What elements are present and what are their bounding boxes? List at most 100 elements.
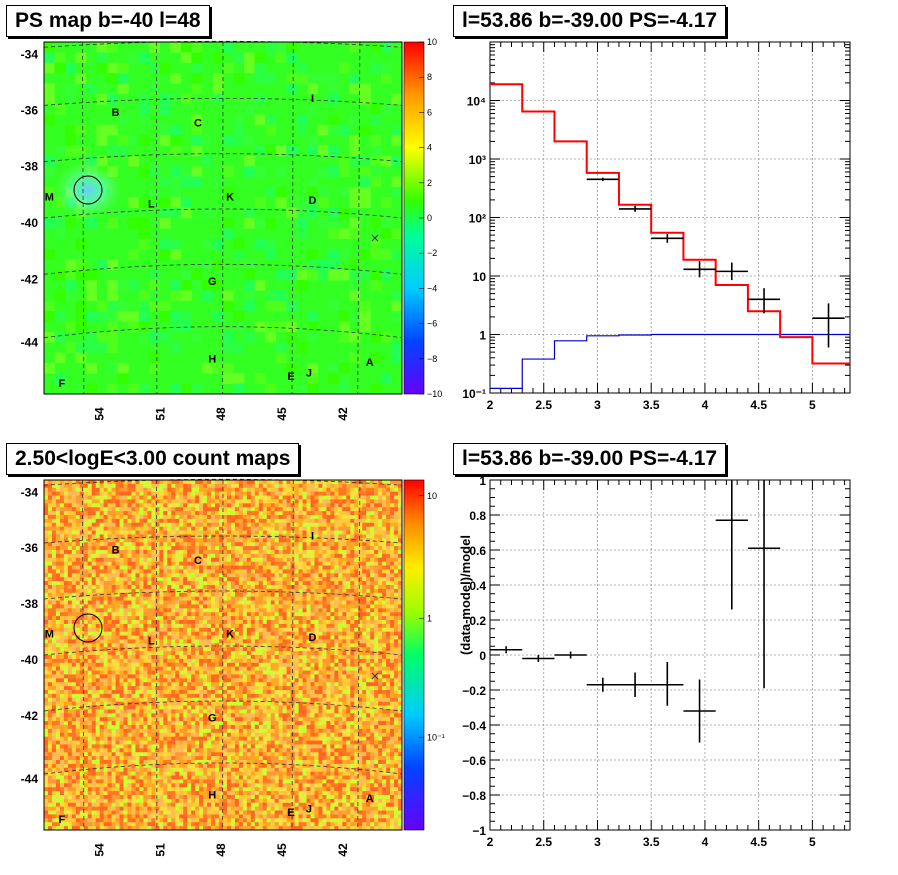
- source-label-J: J: [306, 367, 312, 379]
- residual-y-axis-label: (data-model)/model: [458, 535, 473, 655]
- map-x-tick-label: 54: [92, 843, 106, 857]
- coordinate-grid: [43, 478, 403, 831]
- colorbar-tick-label: 8: [427, 72, 432, 82]
- source-label-C: C: [194, 117, 202, 129]
- colorbar-tick-label: −6: [427, 319, 437, 329]
- map-y-tick-label: -44: [21, 336, 39, 350]
- residual-data-point: [618, 672, 652, 697]
- residual-grid: [489, 479, 850, 831]
- spectrum-y-tick-label: 10: [473, 270, 487, 284]
- map-y-tick-label: -34: [21, 485, 39, 499]
- residual-x-tick-label: 4.5: [750, 835, 767, 849]
- source-label-B: B: [112, 545, 120, 557]
- source-label-G: G: [208, 276, 217, 288]
- residual-x-tick-label: 4: [702, 835, 709, 849]
- spectrum-y-tick-label: 10³: [469, 153, 486, 167]
- residual-y-tick-label: 0.2: [469, 614, 486, 628]
- map-frame: [43, 41, 403, 395]
- source-label-I: I: [311, 93, 314, 105]
- colorbar: 10 8 6 4 2 0 −2 −4 −6 −8 −10: [403, 37, 442, 399]
- colorbar-tick-label: 4: [427, 143, 432, 153]
- residual-data-point: [715, 480, 748, 610]
- spectrum-grid: [489, 42, 850, 394]
- residual-y-tick-label: 0.8: [469, 509, 486, 523]
- residual-title: l=53.86 b=-39.00 PS=-4.17: [453, 443, 727, 475]
- spectrum-x-tick-label: 4.5: [750, 398, 767, 412]
- coordinate-grid: [43, 40, 403, 395]
- colorbar-tick-label: 10⁻¹: [427, 732, 445, 742]
- source-label-H: H: [208, 790, 216, 802]
- source-label-K: K: [226, 191, 234, 203]
- map-y-tick-label: -44: [21, 772, 39, 786]
- colorbar-tick-label: 6: [427, 107, 432, 117]
- spectrum-y-tick-label: 10²: [469, 212, 486, 226]
- residual-panel: 2 2.5 3 3.5 4 4.5 5 1 0.8 0.6 0.4 0.2 0 −0.2 −0.4 −0.6 −…: [458, 474, 851, 849]
- source-label-F: F: [59, 814, 66, 826]
- spectrum-y-tick-label: 10⁻¹: [462, 387, 486, 401]
- residual-data-point: [586, 677, 619, 692]
- residual-x-tick-label: 2: [487, 835, 494, 849]
- cross-marker: [371, 234, 379, 242]
- map-y-tick-label: -42: [21, 709, 39, 723]
- colorbar-tick-label: 0: [427, 213, 432, 223]
- spectrum-x-tick-label: 2: [487, 398, 494, 412]
- colorbar-tick-label: −4: [427, 283, 437, 293]
- source-label-E: E: [287, 371, 294, 383]
- residual-data-point: [554, 651, 587, 659]
- residual-y-tick-label: 0: [479, 649, 486, 663]
- residual-y-tick-label: −0.2: [462, 684, 486, 698]
- residual-x-tick-label: 3.5: [643, 835, 660, 849]
- residual-y-tick-label: −0.8: [462, 789, 486, 803]
- spectrum-ticks: [489, 42, 850, 394]
- residual-y-tick-label: 0.4: [469, 579, 486, 593]
- spectrum-x-tick-label: 4: [702, 398, 709, 412]
- source-label-M: M: [45, 629, 54, 641]
- spectrum-data-point: [715, 262, 748, 281]
- map-x-tick-label: 45: [275, 407, 289, 421]
- residual-x-tick-label: 2.5: [535, 835, 552, 849]
- spectrum-x-tick-label: 3: [594, 398, 601, 412]
- map-y-axis: -34 -36 -38 -40 -42 -44: [21, 47, 39, 349]
- colorbar-tick-label: −10: [427, 389, 442, 399]
- source-label-L: L: [148, 636, 155, 648]
- map-y-tick-label: -36: [21, 541, 39, 555]
- map-y-axis: -34 -36 -38 -40 -42 -44: [21, 485, 39, 786]
- source-label-B: B: [112, 107, 120, 119]
- colorbar-tick-label: 10: [427, 491, 437, 501]
- map-x-tick-label: 48: [214, 843, 228, 857]
- source-label-L: L: [148, 198, 155, 210]
- source-label-C: C: [194, 555, 202, 567]
- source-label-K: K: [226, 629, 234, 641]
- source-label-A: A: [366, 357, 374, 369]
- spectrum-title: l=53.86 b=-39.00 PS=-4.17: [453, 5, 727, 37]
- residual-y-tick-label: 1: [479, 474, 486, 488]
- map-x-tick-label: 54: [92, 407, 106, 421]
- residual-y-tick-label: −0.4: [462, 719, 486, 733]
- source-label-F: F: [59, 378, 66, 390]
- spectrum-data-point: [812, 303, 845, 348]
- colorbar-tick-label: −2: [427, 248, 437, 258]
- residual-data-point: [490, 646, 523, 654]
- map-x-tick-label: 51: [153, 843, 167, 857]
- source-label-A: A: [366, 793, 374, 805]
- map-x-tick-label: 42: [336, 843, 350, 857]
- residual-y-tick-label: −0.6: [462, 754, 486, 768]
- residual-data-point: [747, 480, 781, 689]
- cross-marker: [371, 672, 379, 680]
- residual-data-point: [522, 655, 555, 662]
- source-circle: [73, 175, 103, 205]
- spectrum-panel: 2 2.5 3 3.5 4 4.5 5 10⁻¹ 1 10 10² 10³ 10⁴: [462, 41, 851, 412]
- spectrum-data-point: [651, 234, 684, 243]
- map-x-tick-label: 45: [275, 843, 289, 857]
- map-y-tick-label: -34: [21, 47, 39, 61]
- spectrum-y-tick-label: 10⁴: [467, 95, 486, 109]
- source-label-H: H: [208, 353, 216, 365]
- source-label-G: G: [208, 713, 217, 725]
- colorbar-tick-label: −8: [427, 354, 437, 364]
- source-excess-blob: [54, 160, 122, 220]
- model-spectrum-line: [490, 83, 850, 365]
- residual-y-tick-label: 0.6: [469, 544, 486, 558]
- colorbar-tick-label: 2: [427, 178, 432, 188]
- spectrum-data-point: [618, 205, 652, 212]
